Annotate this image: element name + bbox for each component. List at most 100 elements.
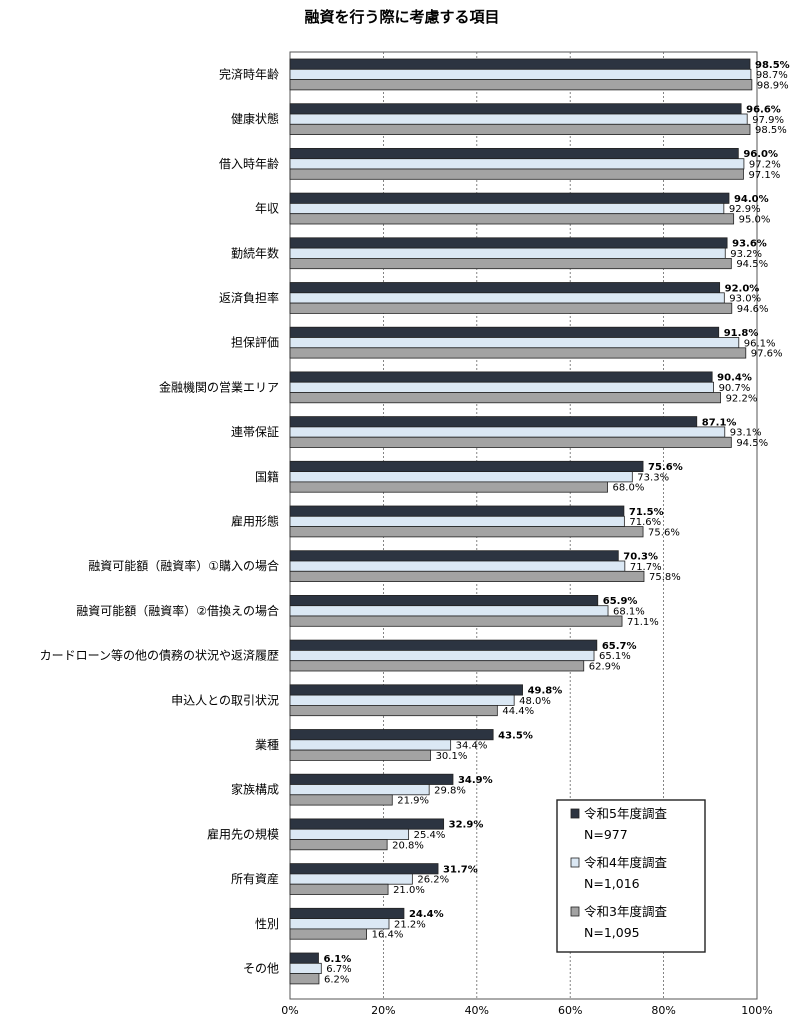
data-label: 90.4%	[717, 373, 752, 384]
category-label: 雇用形態	[231, 513, 279, 528]
bar-2	[289, 560, 626, 572]
data-label: 98.5%	[755, 60, 790, 71]
bar-3	[289, 883, 389, 895]
data-label: 93.0%	[729, 294, 761, 305]
data-label: 29.8%	[434, 785, 466, 796]
data-label: 97.1%	[748, 170, 780, 181]
data-label: 93.6%	[732, 239, 767, 250]
bar-1	[289, 326, 720, 338]
data-label: 92.9%	[729, 204, 761, 215]
legend-series-name: 令和4年度調査	[584, 855, 667, 870]
bar-1	[289, 371, 713, 383]
category-label: 融資可能額（融資率）②借換えの場合	[76, 603, 279, 618]
bar-3	[289, 526, 644, 538]
x-tick-label: 0%	[281, 1004, 298, 1017]
data-label: 91.8%	[724, 328, 759, 339]
data-label: 94.0%	[734, 194, 769, 205]
data-label: 65.9%	[603, 596, 638, 607]
data-label: 71.7%	[630, 562, 662, 573]
data-label: 87.1%	[702, 417, 737, 428]
category-label: 返済負担率	[219, 290, 279, 305]
bar-1	[289, 147, 739, 160]
data-label: 25.4%	[414, 830, 446, 841]
legend-swatch	[570, 808, 580, 819]
data-label: 68.0%	[613, 483, 645, 494]
bar-3	[289, 973, 320, 985]
bar-3	[289, 615, 623, 627]
data-label: 34.9%	[458, 775, 493, 786]
data-label: 97.2%	[749, 160, 781, 171]
bars: 98.5%98.7%98.9%96.6%97.9%98.5%96.0%97.2%…	[289, 58, 790, 985]
category-label: 担保評価	[231, 335, 279, 350]
bar-1	[289, 550, 619, 562]
bar-3	[289, 213, 735, 225]
data-label: 92.0%	[725, 283, 760, 294]
bar-2	[289, 515, 625, 527]
bar-1	[289, 237, 728, 249]
bar-3	[289, 570, 645, 582]
bar-1	[289, 58, 751, 70]
data-label: 21.2%	[394, 919, 426, 930]
bar-2	[289, 694, 515, 706]
bar-3	[289, 123, 751, 136]
chart-title: 融資を行う際に考慮する項目	[304, 8, 499, 26]
data-label: 71.5%	[629, 507, 664, 518]
y-axis: 完済時年齢健康状態借入時年齢年収勤続年数返済負担率担保評価金融機関の営業エリア連…	[40, 66, 279, 975]
bar-1	[289, 282, 721, 294]
data-label: 96.1%	[744, 338, 776, 349]
category-label: 連帯保証	[231, 425, 279, 439]
legend-series-name: 令和5年度調査	[584, 806, 667, 821]
bar-3	[289, 660, 585, 672]
data-label: 26.2%	[417, 875, 449, 886]
bar-2	[289, 918, 390, 930]
bar-3	[289, 79, 753, 91]
x-tick-label: 20%	[371, 1004, 395, 1017]
bar-2	[289, 158, 745, 170]
data-label: 73.3%	[637, 472, 669, 483]
x-tick-label: 40%	[465, 1004, 489, 1017]
data-label: 94.5%	[736, 438, 768, 449]
bar-3	[289, 839, 388, 851]
data-label: 90.7%	[719, 383, 751, 394]
bar-2	[289, 828, 410, 840]
legend-box	[556, 799, 706, 953]
bar-2	[289, 784, 430, 796]
bar-1	[289, 684, 523, 696]
bar-2	[289, 650, 595, 662]
category-label: 勤続年数	[231, 245, 279, 260]
category-label: 申込人との取引状況	[171, 692, 279, 707]
category-label: 所有資産	[231, 871, 279, 886]
legend-sample-size: N=977	[584, 827, 628, 842]
data-label: 98.5%	[755, 125, 787, 136]
bar-1	[289, 818, 445, 830]
bar-1	[289, 595, 599, 607]
data-label: 75.8%	[649, 572, 681, 583]
data-label: 21.9%	[397, 796, 429, 807]
bar-1	[289, 773, 454, 785]
data-label: 94.5%	[736, 259, 768, 270]
bar-1	[289, 952, 319, 964]
bar-1	[289, 460, 644, 472]
bar-3	[289, 347, 747, 359]
category-label: カードローン等の他の債務の状況や返済履歴	[40, 648, 279, 663]
data-label: 48.0%	[519, 696, 551, 707]
data-label: 75.6%	[648, 462, 683, 473]
category-label: 業種	[255, 738, 279, 752]
data-label: 96.6%	[746, 105, 781, 116]
data-label: 70.3%	[623, 552, 658, 563]
data-label: 6.2%	[324, 974, 349, 985]
x-tick-label: 100%	[741, 1004, 772, 1017]
data-label: 20.8%	[392, 840, 424, 851]
data-label: 21.0%	[393, 885, 425, 896]
bar-1	[289, 729, 494, 741]
x-axis: 0% 20% 40% 60% 80% 100%	[281, 1004, 772, 1017]
x-tick-label: 60%	[558, 1004, 582, 1017]
data-label: 65.7%	[602, 641, 637, 652]
data-label: 43.5%	[498, 730, 533, 741]
bar-3	[289, 436, 732, 448]
category-label: 借入時年齢	[219, 156, 279, 171]
bar-1	[289, 416, 698, 428]
bar-3	[289, 392, 721, 404]
data-label: 93.1%	[730, 428, 762, 439]
